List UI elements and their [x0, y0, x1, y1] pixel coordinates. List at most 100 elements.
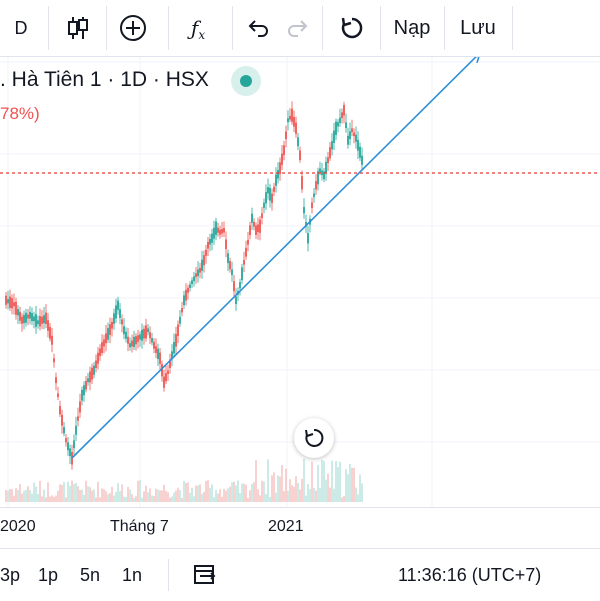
candle-body — [189, 284, 191, 289]
volume-bar — [89, 487, 91, 502]
volume-bar — [339, 461, 341, 502]
volume-bar — [281, 465, 283, 502]
volume-bar — [305, 495, 307, 502]
volume-bar — [241, 483, 243, 502]
candle-body — [353, 132, 355, 137]
reset-chart-button[interactable] — [294, 418, 334, 458]
volume-bar — [283, 491, 285, 502]
reload-icon[interactable] — [336, 0, 368, 56]
range-button[interactable]: 1n — [122, 565, 143, 585]
undo-icon[interactable] — [244, 0, 272, 56]
clock-timezone[interactable]: 11:36:16 (UTC+7) — [398, 565, 542, 585]
volume-bar — [63, 482, 65, 502]
candle-body — [239, 282, 241, 289]
volume-bar — [67, 481, 69, 502]
undo-glyph — [248, 20, 268, 37]
redo-icon[interactable] — [284, 0, 312, 56]
symbol-title[interactable]: . Hà Tiên 1 · 1D · HSX — [0, 68, 209, 91]
candles-icon[interactable] — [58, 0, 98, 56]
candle-body — [5, 295, 7, 305]
volume-bar — [177, 487, 179, 502]
range-button[interactable]: 3p — [0, 565, 21, 585]
candle-body — [45, 312, 47, 324]
volume-bar — [91, 490, 93, 502]
candle-body — [273, 186, 275, 192]
volume-bar — [57, 490, 59, 502]
volume-bar — [219, 489, 221, 502]
volume-bar — [79, 490, 81, 502]
range-button[interactable]: 5n — [80, 565, 101, 585]
volume-bar — [35, 486, 37, 502]
price-chart[interactable] — [0, 57, 600, 507]
candle-body — [293, 116, 295, 127]
volume-bar — [173, 492, 175, 502]
volume-bar — [265, 494, 267, 502]
x-tick-label: Tháng 7 — [110, 518, 169, 535]
candle-body — [197, 269, 199, 277]
candle-body — [287, 118, 289, 123]
toolbar-divider — [232, 6, 233, 50]
candle-body — [219, 229, 221, 235]
add-indicator-icon[interactable] — [114, 0, 152, 56]
volume-bar — [307, 484, 309, 502]
volume-bar — [51, 495, 53, 502]
volume-bar — [5, 490, 7, 502]
volume-bar — [217, 493, 219, 502]
volume-bar — [271, 475, 273, 502]
candle-body — [201, 259, 203, 271]
volume-bar — [95, 497, 97, 502]
candle-body — [161, 364, 163, 377]
volume-bar — [171, 496, 173, 502]
candle-body — [225, 239, 227, 250]
volume-bar — [317, 464, 319, 502]
candle-body — [73, 440, 75, 449]
candle-body — [39, 316, 41, 327]
candle-body — [305, 221, 307, 227]
save-button[interactable]: Lưu — [460, 16, 496, 39]
volume-bar — [227, 488, 229, 502]
volume-bar — [245, 484, 247, 502]
candle-body — [31, 312, 33, 322]
candle-body — [23, 314, 25, 324]
candle-body — [261, 213, 263, 219]
time-axis[interactable]: 2020 Tháng 7 2021 — [0, 507, 600, 548]
candle-body — [7, 299, 9, 304]
volume-bar — [121, 484, 123, 502]
candle-body — [91, 367, 93, 380]
volume-bar — [87, 486, 89, 502]
date-range-icon[interactable] — [192, 563, 218, 592]
volume-bar — [103, 489, 105, 502]
volume-bar — [167, 492, 169, 502]
candle-body — [127, 336, 129, 344]
volume-bar — [69, 486, 71, 502]
candle-body — [211, 233, 213, 243]
volume-bar — [235, 485, 237, 502]
toolbar-divider — [512, 6, 513, 50]
candle-body — [83, 385, 85, 396]
load-button[interactable]: Nạp — [393, 16, 431, 39]
interval-button[interactable]: D — [14, 17, 28, 38]
candle-body — [81, 389, 83, 401]
range-button[interactable]: 1p — [38, 565, 59, 585]
candle-body — [327, 157, 329, 164]
volume-bar — [221, 496, 223, 502]
candle-body — [281, 153, 283, 165]
candle-body — [133, 336, 135, 347]
volume-bar — [41, 496, 43, 502]
volume-bar — [37, 494, 39, 502]
change-percent: 78%) — [0, 104, 40, 123]
volume-bar — [355, 487, 357, 502]
candle-body — [215, 221, 217, 235]
candle-body — [193, 276, 195, 282]
volume-bar — [253, 482, 255, 502]
candle-body — [295, 122, 297, 134]
candle-body — [333, 130, 335, 143]
candle-body — [115, 305, 117, 319]
candle-body — [181, 308, 183, 313]
candle-body — [209, 238, 211, 245]
volume-bar — [299, 489, 301, 502]
candle-body — [53, 358, 55, 363]
market-status-indicator[interactable] — [231, 66, 261, 96]
trendline-drawing — [71, 57, 480, 459]
